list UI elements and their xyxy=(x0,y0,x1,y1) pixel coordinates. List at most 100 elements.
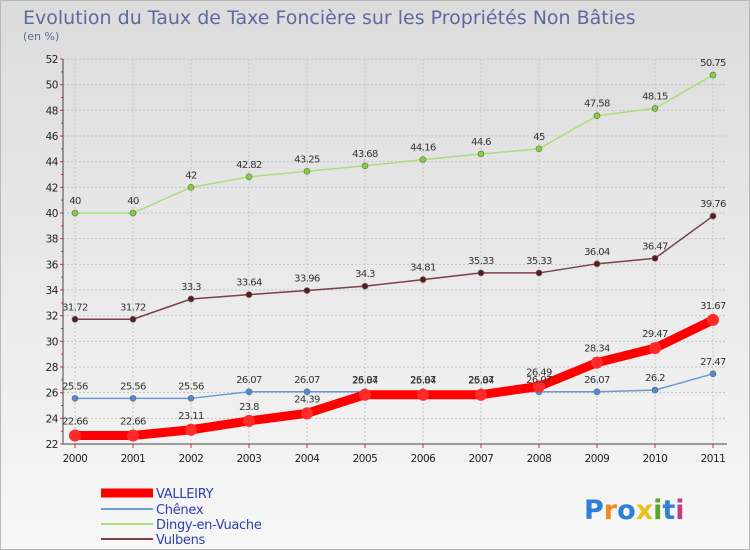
y-tick-label: 44 xyxy=(46,157,59,169)
data-label: 42 xyxy=(185,170,197,181)
data-point xyxy=(477,150,485,158)
data-label: 26.07 xyxy=(584,375,610,386)
x-tick-label: 2002 xyxy=(179,453,204,465)
data-label: 36.47 xyxy=(642,241,668,252)
y-tick-label: 42 xyxy=(46,182,58,194)
data-point xyxy=(593,260,601,268)
data-point xyxy=(187,395,195,402)
axes: 22 24 26 28 30 32 34 36 38 40 42 44 46 48 50 52 2000 2001… xyxy=(46,54,727,465)
data-point xyxy=(185,423,197,436)
y-tick-label: 34 xyxy=(46,285,59,297)
series-line-dingy-en-vuache xyxy=(74,74,714,214)
x-tick-label: 2011 xyxy=(701,453,726,465)
chart-title: Evolution du Taux de Taxe Foncière sur l… xyxy=(23,7,636,29)
data-point xyxy=(533,380,545,393)
data-point xyxy=(535,145,543,153)
data-point xyxy=(593,112,601,120)
data-point xyxy=(651,105,659,112)
data-point xyxy=(303,388,311,396)
data-point xyxy=(709,370,717,378)
data-label: 48.15 xyxy=(642,91,668,102)
data-label: 25.56 xyxy=(120,381,146,392)
data-label: 31.72 xyxy=(62,302,88,313)
y-tick-label: 30 xyxy=(46,336,58,348)
data-label: 29.47 xyxy=(642,329,668,340)
data-label: 40 xyxy=(127,196,139,207)
y-tick-label: 26 xyxy=(46,388,59,400)
series-line-valleiry xyxy=(70,315,718,441)
data-label: 22.66 xyxy=(120,417,146,428)
data-point xyxy=(129,395,137,402)
data-point xyxy=(649,342,661,355)
data-point xyxy=(187,184,195,191)
data-point xyxy=(651,255,659,262)
data-point xyxy=(651,386,659,394)
x-tick-label: 2006 xyxy=(411,453,437,465)
data-label: 34.81 xyxy=(410,263,436,274)
logo-letter: o xyxy=(617,495,636,526)
data-point xyxy=(301,407,313,420)
data-point xyxy=(593,388,601,396)
x-tick-label: 2005 xyxy=(353,453,378,465)
proxiti-logo: Proxiti xyxy=(584,495,685,526)
data-label: 50.75 xyxy=(700,58,726,69)
data-point xyxy=(707,313,719,326)
series-layer xyxy=(69,71,719,442)
data-point xyxy=(243,414,255,427)
data-label: 26.49 xyxy=(526,367,552,378)
data-label: 25.84 xyxy=(468,376,494,387)
data-point xyxy=(419,276,427,283)
data-label: 47.58 xyxy=(584,99,610,110)
data-label: 25.84 xyxy=(352,376,378,387)
data-label: 45 xyxy=(533,132,545,143)
data-point xyxy=(303,287,311,294)
y-tick-label: 28 xyxy=(46,362,58,374)
data-label: 26.2 xyxy=(645,373,665,384)
data-label: 42.82 xyxy=(236,160,262,171)
data-point xyxy=(477,269,485,277)
data-point xyxy=(245,173,253,181)
data-point xyxy=(419,156,427,163)
logo-letter: t xyxy=(662,495,675,526)
data-point xyxy=(71,209,79,217)
data-label: 31.72 xyxy=(120,302,146,313)
legend-label: VALLEIRY xyxy=(156,487,214,502)
data-label: 36.04 xyxy=(584,247,610,258)
y-axis-unit: (en %) xyxy=(23,30,59,43)
legend-label: Vulbens xyxy=(156,533,206,548)
data-label: 43.25 xyxy=(294,154,320,165)
data-label: 33.3 xyxy=(181,282,201,293)
data-point xyxy=(709,71,717,79)
x-tick-label: 2010 xyxy=(643,453,668,465)
logo-letter: i xyxy=(675,495,684,526)
y-tick-label: 52 xyxy=(46,54,58,66)
data-point xyxy=(709,212,717,220)
data-label: 43.68 xyxy=(352,149,378,160)
x-tick-label: 2001 xyxy=(121,453,146,465)
logo-text: Proxiti xyxy=(584,495,685,526)
y-tick-label: 38 xyxy=(46,234,58,246)
y-tick-label: 32 xyxy=(46,311,58,323)
y-tick-label: 48 xyxy=(46,105,58,117)
data-label: 25.56 xyxy=(62,381,88,392)
data-label: 26.07 xyxy=(526,375,552,386)
logo-letter: r xyxy=(604,495,618,526)
legend-label: Dingy-en-Vuache xyxy=(156,518,262,533)
data-label: 33.96 xyxy=(294,274,320,285)
data-label: 23.8 xyxy=(239,402,259,413)
data-point xyxy=(475,388,487,401)
x-tick-label: 2008 xyxy=(527,453,552,465)
data-point xyxy=(361,162,369,170)
x-tick-label: 2003 xyxy=(237,453,262,465)
data-point xyxy=(71,315,79,323)
x-tick-label: 2004 xyxy=(295,453,321,465)
x-tick-label: 2000 xyxy=(63,453,88,465)
x-tick-label: 2007 xyxy=(469,453,494,465)
data-point xyxy=(127,429,139,442)
data-label: 40 xyxy=(69,196,81,207)
data-point xyxy=(535,269,543,277)
data-point xyxy=(417,388,429,401)
